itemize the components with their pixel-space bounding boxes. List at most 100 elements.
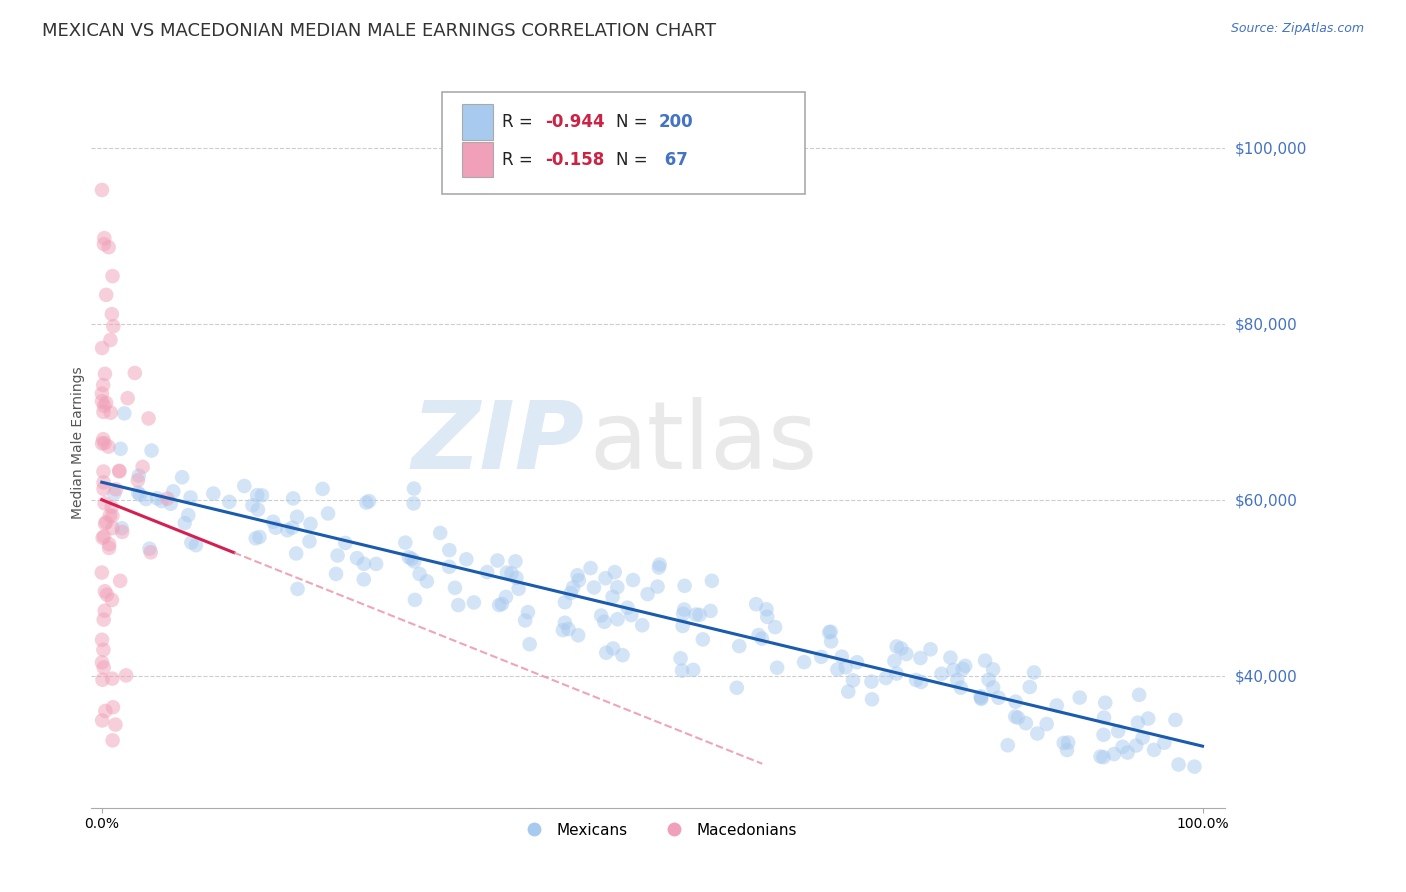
Point bbox=[264, 521, 287, 535]
Point bbox=[281, 521, 304, 535]
Point bbox=[942, 663, 965, 677]
Point bbox=[124, 366, 146, 380]
Point bbox=[1092, 750, 1115, 764]
Point bbox=[311, 482, 333, 496]
Point bbox=[647, 580, 669, 594]
Point bbox=[141, 443, 163, 458]
Point bbox=[93, 405, 115, 419]
Point bbox=[91, 394, 114, 409]
Point bbox=[93, 660, 115, 674]
Point bbox=[177, 508, 200, 522]
Point bbox=[276, 523, 298, 537]
Point bbox=[129, 488, 152, 502]
Text: Source: ZipAtlas.com: Source: ZipAtlas.com bbox=[1230, 22, 1364, 36]
Point bbox=[242, 499, 264, 513]
Point bbox=[104, 483, 127, 497]
Point bbox=[93, 231, 115, 245]
Point bbox=[159, 497, 181, 511]
Point bbox=[672, 607, 695, 621]
Point bbox=[1092, 710, 1115, 724]
Point bbox=[1132, 731, 1154, 745]
Point bbox=[606, 612, 628, 626]
Point bbox=[970, 691, 993, 706]
Point bbox=[101, 593, 124, 607]
Point bbox=[700, 574, 723, 588]
Point bbox=[820, 624, 842, 639]
Point bbox=[96, 588, 118, 602]
Point bbox=[946, 673, 969, 687]
Point bbox=[582, 581, 605, 595]
Point bbox=[91, 183, 114, 197]
Text: -0.158: -0.158 bbox=[546, 151, 605, 169]
Point bbox=[751, 632, 773, 646]
Point bbox=[447, 598, 470, 612]
FancyBboxPatch shape bbox=[461, 143, 494, 178]
Point bbox=[172, 470, 194, 484]
Point bbox=[156, 491, 179, 506]
Point bbox=[554, 595, 576, 609]
Point bbox=[108, 464, 131, 478]
Point bbox=[91, 436, 114, 450]
Point bbox=[127, 474, 149, 488]
Point bbox=[682, 663, 704, 677]
Point bbox=[1143, 743, 1166, 757]
Point bbox=[1125, 739, 1147, 753]
FancyBboxPatch shape bbox=[461, 104, 494, 139]
Point bbox=[356, 495, 378, 509]
Point bbox=[100, 500, 122, 515]
Point bbox=[920, 642, 942, 657]
Point bbox=[842, 673, 865, 688]
Point bbox=[910, 675, 932, 690]
Point bbox=[745, 597, 768, 611]
Point bbox=[793, 655, 815, 669]
Point bbox=[875, 671, 897, 685]
Point bbox=[621, 573, 644, 587]
Point bbox=[326, 549, 349, 563]
Point bbox=[939, 650, 962, 665]
Point bbox=[180, 491, 202, 505]
Point bbox=[404, 554, 426, 568]
Point bbox=[97, 240, 120, 254]
Point bbox=[637, 587, 659, 601]
Point bbox=[886, 640, 908, 654]
Point bbox=[91, 341, 114, 355]
Point bbox=[100, 406, 122, 420]
Point bbox=[180, 535, 202, 549]
Text: -0.944: -0.944 bbox=[546, 113, 605, 131]
Point bbox=[1090, 749, 1112, 764]
Point bbox=[562, 581, 585, 595]
Point bbox=[648, 560, 671, 574]
Point bbox=[112, 406, 135, 420]
Point bbox=[146, 491, 169, 506]
Point bbox=[96, 515, 118, 529]
Point bbox=[505, 571, 527, 585]
Point bbox=[756, 610, 779, 624]
Point bbox=[567, 568, 589, 582]
Point bbox=[1092, 728, 1115, 742]
Point bbox=[671, 664, 693, 678]
Point bbox=[127, 485, 149, 500]
Point bbox=[91, 849, 114, 863]
Point bbox=[1184, 759, 1206, 773]
Point bbox=[554, 615, 576, 630]
FancyBboxPatch shape bbox=[443, 92, 806, 194]
Point bbox=[977, 673, 1000, 687]
Point bbox=[138, 541, 160, 556]
Point bbox=[94, 584, 117, 599]
Point bbox=[603, 565, 626, 579]
Point bbox=[689, 607, 711, 622]
Y-axis label: Median Male Earnings: Median Male Earnings bbox=[72, 367, 86, 519]
Point bbox=[456, 552, 478, 566]
Point bbox=[496, 566, 519, 580]
Point bbox=[128, 468, 150, 483]
Point bbox=[404, 592, 426, 607]
Point bbox=[673, 579, 696, 593]
Point bbox=[90, 386, 112, 401]
Point bbox=[100, 333, 122, 347]
Point bbox=[91, 378, 114, 392]
Point bbox=[981, 681, 1004, 695]
Point bbox=[93, 475, 115, 490]
Point bbox=[860, 692, 883, 706]
Point bbox=[285, 546, 308, 560]
Point bbox=[1026, 726, 1049, 740]
